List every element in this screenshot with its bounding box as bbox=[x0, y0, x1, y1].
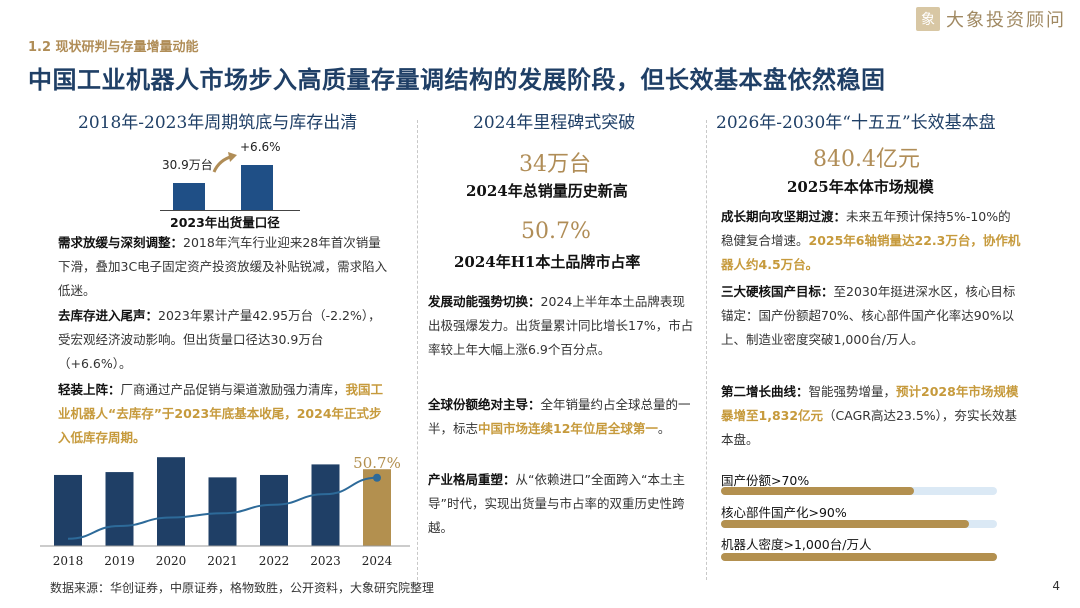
para-highlight: 我国工业机器人“去库存”于2023年底基本收尾，2024年正式步入低库存周期。 bbox=[58, 382, 384, 445]
para-title: 第二增长曲线： bbox=[721, 384, 809, 399]
market-size-value: 840.4亿元 bbox=[813, 147, 920, 172]
progress-bar-components bbox=[721, 520, 997, 528]
para-text: 全年销量约占全球总量的一半，标志 bbox=[428, 397, 691, 436]
col2-paragraph-3: 产业格局重塑：从“依赖进口”全面跨入“本土主导”时代，实现出货量与市占率的双重历… bbox=[428, 468, 696, 540]
chart-x-tick-label: 2018 bbox=[53, 554, 84, 568]
stat-sales-label: 2024年总销量历史新高 bbox=[466, 182, 628, 200]
chart-bar bbox=[260, 474, 288, 546]
para-text: 未来五年预计保持5%-10%的稳健复合增速。 bbox=[721, 209, 1011, 248]
progress-bar-share bbox=[721, 487, 997, 495]
col3-paragraph-2: 三大硬核国产目标：至2030年挺进深水区，核心目标锚定：国产份额超70%、核心部… bbox=[721, 280, 1021, 352]
small-chart-caption: 2023年出货量口径 bbox=[170, 215, 280, 230]
para-text: 2023年累计产量42.95万台（-2.2%），受宏观经济波动影响。但出货量口径… bbox=[58, 308, 381, 371]
para-title: 三大硬核国产目标： bbox=[721, 284, 834, 299]
col1-paragraph-3: 轻装上阵：厂商通过产品促销与渠道激励强力清库，我国工业机器人“去库存”于2023… bbox=[58, 378, 393, 450]
small-chart-value: 30.9万台 bbox=[162, 158, 213, 172]
para-text: 智能强势增量， bbox=[808, 384, 897, 399]
chart-bar bbox=[157, 457, 185, 546]
para-title: 去库存进入尾声： bbox=[58, 308, 159, 323]
brand-logo-group: 象 大象投资顾问 bbox=[916, 6, 1066, 32]
para-title: 轻装上阵： bbox=[58, 382, 121, 397]
para-highlight: 预计2028年市场规模暴增至1,832亿元 bbox=[721, 384, 1019, 423]
progress-fill bbox=[721, 553, 997, 561]
column-divider bbox=[706, 120, 707, 580]
para-title: 成长期向攻坚期过渡： bbox=[721, 209, 847, 224]
chart-x-tick-label: 2024 bbox=[362, 554, 393, 568]
para-highlight: 2025年6轴销量达22.3万台，协作机器人约4.5万台。 bbox=[721, 233, 1021, 272]
para-text: 2018年汽车行业迎来28年首次销量下滑，叠加3C电子固定资产投资放缓及补贴锐减… bbox=[58, 235, 388, 298]
chart-x-tick-label: 2022 bbox=[259, 554, 290, 568]
small-chart-growth: +6.6% bbox=[240, 140, 281, 154]
growth-arrow-icon bbox=[212, 152, 237, 173]
stat-sales-value: 34万台 bbox=[519, 152, 591, 177]
chart-trend-line bbox=[67, 476, 378, 540]
stat-share-value: 50.7% bbox=[521, 219, 591, 244]
shipment-bar-chart: 2018 2019 2020 2021 2022 2023 2024 50.7% bbox=[40, 454, 410, 568]
para-text: 厂商通过产品促销与渠道激励强力清库， bbox=[120, 382, 346, 397]
col3-paragraph-3: 第二增长曲线：智能强势增量，预计2028年市场规模暴增至1,832亿元（CAGR… bbox=[721, 380, 1021, 452]
para-text: 从“依赖进口”全面跨入“本土主导”时代，实现出货量与市占率的双重历史性跨越。 bbox=[428, 472, 685, 535]
para-title: 需求放缓与深刻调整： bbox=[58, 235, 184, 250]
col2-heading: 2024年里程碑式突破 bbox=[473, 113, 636, 133]
chart-annotation: 50.7% bbox=[353, 454, 401, 472]
column-divider bbox=[417, 120, 418, 580]
chart-bar bbox=[105, 472, 134, 546]
col1-heading: 2018年-2023年周期筑底与库存出清 bbox=[78, 113, 358, 133]
progress-fill bbox=[721, 487, 915, 495]
para-text: 至2030年挺进深水区，核心目标锚定：国产份额超70%、核心部件国产化率达90%… bbox=[721, 284, 1016, 347]
brand-name: 大象投资顾问 bbox=[946, 10, 1066, 31]
section-label: 1.2 现状研判与存量增量动能 bbox=[28, 40, 199, 55]
para-text: 2024上半年本土品牌表现出极强爆发力。出货量累计同比增长17%，市占率较上年大… bbox=[428, 294, 694, 357]
small-chart-bar-current bbox=[241, 165, 273, 210]
para-tail: （CAGR高达23.5%），夯实长效基本盘。 bbox=[721, 408, 1017, 447]
para-highlight: 中国市场连续12年位居全球第一 bbox=[478, 421, 658, 436]
progress-label-share: 国产份额>70% bbox=[721, 473, 810, 488]
page-title: 中国工业机器人市场步入高质量存量调结构的发展阶段，但长效基本盘依然稳固 bbox=[28, 66, 886, 94]
chart-bar bbox=[363, 469, 391, 546]
small-chart-bar-prev bbox=[173, 183, 205, 210]
market-size-label: 2025年本体市场规模 bbox=[787, 178, 934, 196]
progress-label-components: 核心部件国产化>90% bbox=[721, 505, 847, 520]
chart-bar bbox=[54, 474, 82, 546]
chart-bar bbox=[311, 464, 340, 546]
para-tail: 。 bbox=[657, 421, 671, 436]
col2-paragraph-2: 全球份额绝对主导：全年销量约占全球总量的一半，标志中国市场连续12年位居全球第一… bbox=[428, 393, 696, 441]
chart-trend-point bbox=[373, 473, 381, 482]
chart-x-tick-label: 2019 bbox=[104, 554, 135, 568]
col1-paragraph-1: 需求放缓与深刻调整：2018年汽车行业迎来28年首次销量下滑，叠加3C电子固定资… bbox=[58, 231, 393, 303]
chart-x-tick-label: 2023 bbox=[310, 554, 341, 568]
stat-share-label: 2024年H1本土品牌市占率 bbox=[454, 253, 641, 271]
chart-x-tick-label: 2020 bbox=[156, 554, 187, 568]
col3-paragraph-1: 成长期向攻坚期过渡：未来五年预计保持5%-10%的稳健复合增速。2025年6轴销… bbox=[721, 205, 1021, 277]
col2-paragraph-1: 发展动能强势切换：2024上半年本土品牌表现出极强爆发力。出货量累计同比增长17… bbox=[428, 290, 696, 362]
chart-x-tick-label: 2021 bbox=[207, 554, 238, 568]
para-title: 全球份额绝对主导： bbox=[428, 397, 541, 412]
chart-bar bbox=[208, 477, 237, 546]
progress-label-density: 机器人密度>1,000台/万人 bbox=[721, 537, 872, 552]
small-chart-axis bbox=[160, 210, 300, 211]
progress-bar-density bbox=[721, 553, 997, 561]
col1-paragraph-2: 去库存进入尾声：2023年累计产量42.95万台（-2.2%），受宏观经济波动影… bbox=[58, 304, 393, 376]
elephant-logo-icon: 象 bbox=[916, 7, 940, 31]
para-title: 发展动能强势切换： bbox=[428, 294, 541, 309]
para-title: 产业格局重塑： bbox=[428, 472, 516, 487]
col3-heading: 2026年-2030年“十五五”长效基本盘 bbox=[716, 113, 996, 133]
data-source-footer: 数据来源：华创证券，中原证券，格物致胜，公开资料，大象研究院整理 bbox=[50, 581, 435, 595]
page-number: 4 bbox=[1052, 579, 1060, 593]
progress-fill bbox=[721, 520, 970, 528]
